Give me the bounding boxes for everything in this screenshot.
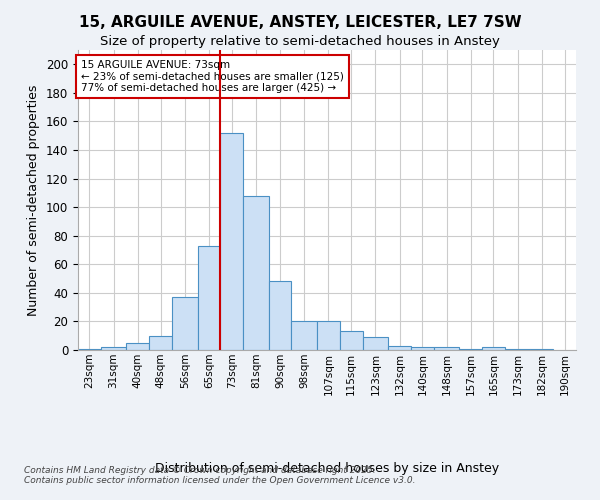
Bar (269, 282, 292, 350)
Text: Size of property relative to semi-detached houses in Anstey: Size of property relative to semi-detach… (100, 35, 500, 48)
Bar (460, 348, 482, 350)
Bar (292, 322, 317, 350)
Y-axis label: Number of semi-detached properties: Number of semi-detached properties (28, 84, 40, 316)
Bar (340, 332, 362, 350)
Bar (197, 246, 220, 350)
Bar (172, 297, 197, 350)
X-axis label: Distribution of semi-detached houses by size in Anstey: Distribution of semi-detached houses by … (155, 462, 499, 474)
Bar (530, 348, 553, 350)
Bar (149, 336, 172, 350)
Bar (220, 133, 243, 350)
Bar (127, 343, 149, 350)
Bar (411, 347, 434, 350)
Bar (362, 337, 388, 350)
Bar (434, 347, 460, 350)
Text: Contains HM Land Registry data © Crown copyright and database right 2025.
Contai: Contains HM Land Registry data © Crown c… (24, 466, 415, 485)
Bar (317, 322, 340, 350)
Bar (388, 346, 411, 350)
Bar (243, 196, 269, 350)
Bar (78, 348, 101, 350)
Bar (101, 347, 127, 350)
Text: 15 ARGUILE AVENUE: 73sqm
← 23% of semi-detached houses are smaller (125)
77% of : 15 ARGUILE AVENUE: 73sqm ← 23% of semi-d… (81, 60, 344, 93)
Bar (505, 348, 530, 350)
Text: 15, ARGUILE AVENUE, ANSTEY, LEICESTER, LE7 7SW: 15, ARGUILE AVENUE, ANSTEY, LEICESTER, L… (79, 15, 521, 30)
Bar (482, 347, 505, 350)
